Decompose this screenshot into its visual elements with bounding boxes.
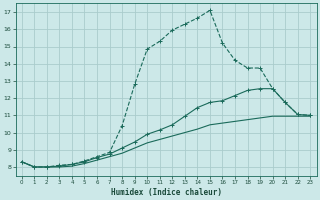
X-axis label: Humidex (Indice chaleur): Humidex (Indice chaleur) xyxy=(110,188,221,197)
